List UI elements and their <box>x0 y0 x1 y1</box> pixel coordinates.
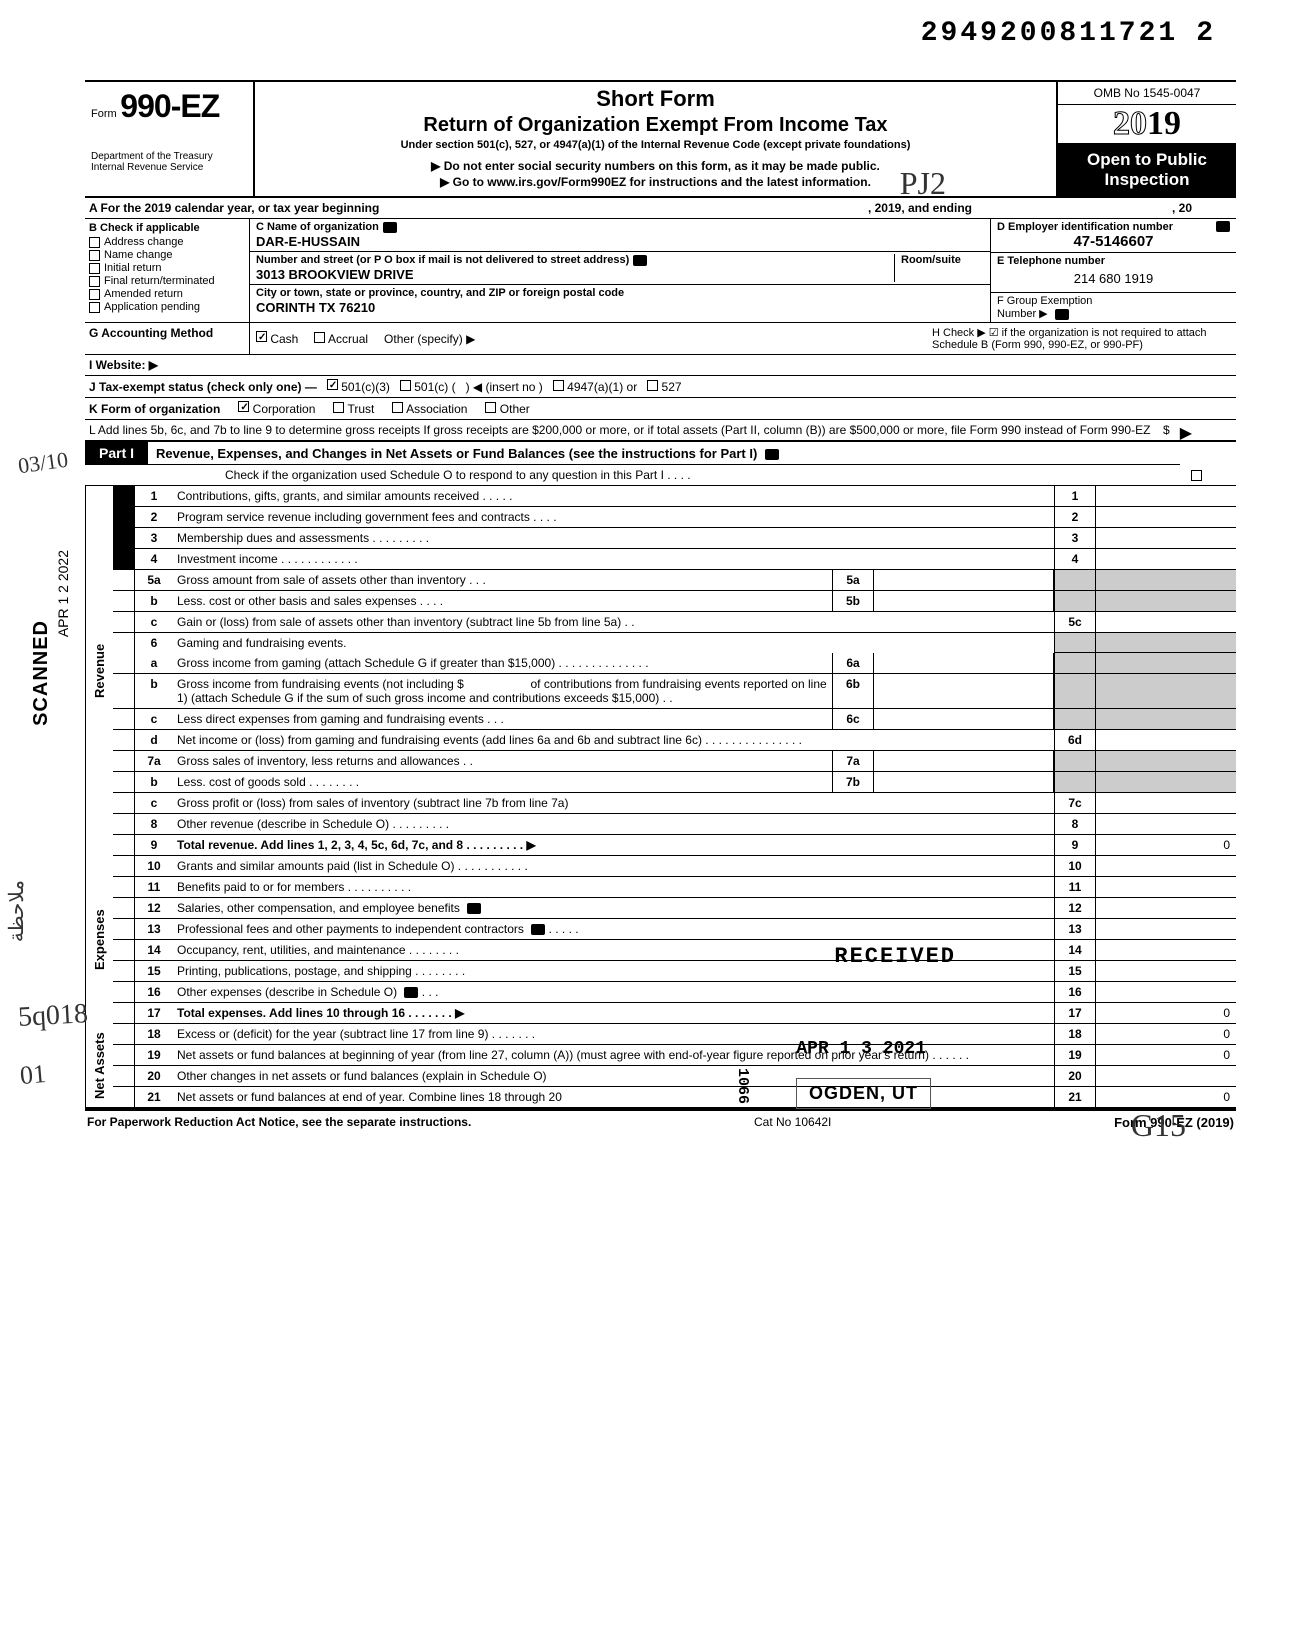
code-1066: 1066 <box>734 1068 751 1104</box>
handwritten-note-4: 01 <box>19 1059 48 1091</box>
checkbox-accrual[interactable] <box>314 332 325 343</box>
line9-value: 0 <box>1096 835 1236 855</box>
checkbox-cash[interactable] <box>256 331 267 342</box>
ein-label: D Employer identification number <box>997 221 1173 233</box>
checkbox-name-change[interactable] <box>89 250 100 261</box>
row-i-website: I Website: ▶ <box>85 355 1236 376</box>
row-g-accounting: G Accounting Method Cash Accrual Other (… <box>85 323 1236 355</box>
help-icon <box>404 987 418 998</box>
checkbox-trust[interactable] <box>333 402 344 413</box>
form-header: Form 990-EZ Department of the Treasury I… <box>85 80 1236 196</box>
form-id-block: Form 990-EZ Department of the Treasury I… <box>85 82 255 196</box>
city-value: CORINTH TX 76210 <box>256 300 984 315</box>
help-icon <box>633 255 647 266</box>
checkbox-address-change[interactable] <box>89 237 100 248</box>
received-date-stamp: APR 1 3 2021 <box>796 1039 926 1059</box>
checkbox-other-org[interactable] <box>485 402 496 413</box>
col-d-contact: D Employer identification number 47-5146… <box>991 219 1236 322</box>
scanned-stamp: SCANNED <box>30 620 53 726</box>
help-icon <box>531 924 545 935</box>
return-title: Return of Organization Exempt From Incom… <box>265 114 1046 137</box>
checkbox-schedule-o[interactable] <box>1191 470 1202 481</box>
revenue-side-label: Revenue <box>85 486 113 856</box>
netassets-section: Net Assets 18Excess or (deficit) for the… <box>85 1024 1236 1109</box>
street-label: Number and street (or P O box if mail is… <box>256 254 629 266</box>
form-meta-block: OMB No 1545-0047 2019 Open to Public Ins… <box>1056 82 1236 196</box>
open-public-badge: Open to Public Inspection <box>1058 144 1236 196</box>
city-label: City or town, state or province, country… <box>256 287 624 299</box>
ein-value: 47-5146607 <box>997 233 1230 250</box>
row-k-org-form: K Form of organization Corporation Trust… <box>85 398 1236 420</box>
col-c-org-info: C Name of organization DAR-E-HUSSAIN Num… <box>250 219 991 322</box>
form-prefix: Form <box>91 108 117 120</box>
checkbox-app-pending[interactable] <box>89 302 100 313</box>
phone-value: 214 680 1919 <box>997 267 1230 290</box>
handwritten-signature: G15 <box>1131 1107 1186 1144</box>
h-schedule-b: H Check ▶ ☑ if the organization is not r… <box>926 323 1236 354</box>
dept-treasury: Department of the Treasury <box>91 151 247 162</box>
street-value: 3013 BROOKVIEW DRIVE <box>256 267 894 282</box>
col-b-checkboxes: B Check if applicable Address change Nam… <box>85 219 250 322</box>
handwritten-note-3: 5q018 <box>17 998 89 1034</box>
help-icon <box>467 903 481 914</box>
line18-value: 0 <box>1096 1024 1236 1044</box>
group-exemption: F Group Exemption Number ▶ <box>991 293 1236 322</box>
line19-value: 0 <box>1096 1045 1236 1065</box>
row-a-calendar-year: A For the 2019 calendar year, or tax yea… <box>85 196 1236 219</box>
footer: For Paperwork Reduction Act Notice, see … <box>85 1109 1236 1134</box>
expenses-section: Expenses 10Grants and similar amounts pa… <box>85 856 1236 1024</box>
row-l-instruction: L Add lines 5b, 6c, and 7b to line 9 to … <box>85 420 1236 442</box>
short-form-label: Short Form <box>265 86 1046 112</box>
room-label: Room/suite <box>901 254 961 266</box>
part1-badge: Part I <box>85 442 148 464</box>
section-bcd: B Check if applicable Address change Nam… <box>85 219 1236 323</box>
handwritten-note-2: ملاحظة <box>5 880 29 942</box>
omb-number: OMB No 1545-0047 <box>1058 82 1236 105</box>
checkbox-501c3[interactable] <box>327 379 338 390</box>
checkbox-amended[interactable] <box>89 289 100 300</box>
part1-check-schedule-o: Check if the organization used Schedule … <box>85 465 1236 486</box>
tax-year: 2019 <box>1058 105 1236 144</box>
checkbox-4947[interactable] <box>553 380 564 391</box>
checkbox-final-return[interactable] <box>89 276 100 287</box>
scanned-date: APR 1 2 2022 <box>55 550 71 637</box>
org-name-value: DAR-E-HUSSAIN <box>256 234 984 249</box>
part1-title: Revenue, Expenses, and Changes in Net As… <box>148 443 1180 464</box>
checkbox-501c[interactable] <box>400 380 411 391</box>
expenses-side-label: Expenses <box>85 856 113 1024</box>
checkbox-association[interactable] <box>392 402 403 413</box>
under-section: Under section 501(c), 527, or 4947(a)(1)… <box>265 139 1046 151</box>
checkbox-corporation[interactable] <box>238 401 249 412</box>
form-number: 990-EZ <box>120 88 219 124</box>
dept-irs: Internal Revenue Service <box>91 162 247 173</box>
help-icon <box>1055 309 1069 320</box>
help-icon <box>765 449 779 460</box>
handwritten-note-1: 03/10 <box>16 447 69 480</box>
line21-value: 0 <box>1096 1087 1236 1107</box>
checkbox-initial-return[interactable] <box>89 263 100 274</box>
received-stamp: RECEIVED <box>834 944 956 969</box>
help-icon <box>1216 221 1230 232</box>
netassets-side-label: Net Assets <box>85 1024 113 1107</box>
paperwork-notice: For Paperwork Reduction Act Notice, see … <box>87 1115 471 1130</box>
row-j-tax-status: J Tax-exempt status (check only one) — 5… <box>85 376 1236 398</box>
phone-label: E Telephone number <box>997 255 1105 267</box>
part1-header: Part I Revenue, Expenses, and Changes in… <box>85 442 1180 465</box>
checkbox-527[interactable] <box>647 380 658 391</box>
help-icon <box>383 222 397 233</box>
org-name-label: C Name of organization <box>256 221 379 233</box>
ogden-stamp: OGDEN, UT <box>796 1078 931 1109</box>
document-number: 29492008117212 <box>921 18 1216 49</box>
revenue-section: Revenue 1Contributions, gifts, grants, a… <box>85 486 1236 856</box>
cat-number: Cat No 10642I <box>471 1115 1114 1130</box>
handwritten-initials: PJ2 <box>900 165 946 202</box>
line17-value: 0 <box>1096 1003 1236 1023</box>
